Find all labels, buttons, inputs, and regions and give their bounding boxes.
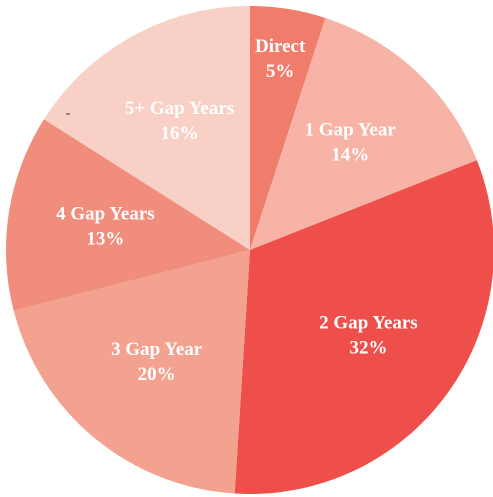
pie-slice	[234, 160, 493, 494]
slice-value-label: 20%	[138, 364, 176, 385]
slice-label: 5+ Gap Years	[125, 98, 234, 119]
pie-slice	[6, 119, 251, 311]
slice-label: 4 Gap Years	[56, 203, 155, 224]
slice-value-label: 14%	[331, 145, 369, 166]
slice-label: 1 Gap Year	[305, 120, 397, 141]
slice-value-label: 32%	[349, 337, 387, 358]
pie-slice	[250, 6, 326, 250]
slice-value-label: 13%	[86, 228, 124, 249]
annotation: -	[66, 106, 71, 121]
slice-label: 3 Gap Year	[111, 339, 203, 360]
pie-slice	[13, 250, 250, 494]
slice-value-label: 5%	[266, 61, 295, 82]
slice-value-label: 16%	[160, 123, 198, 144]
slice-label: 2 Gap Years	[319, 312, 418, 333]
pie-slice	[250, 17, 477, 250]
pie-slice	[43, 6, 251, 250]
slice-label: Direct	[255, 36, 306, 57]
